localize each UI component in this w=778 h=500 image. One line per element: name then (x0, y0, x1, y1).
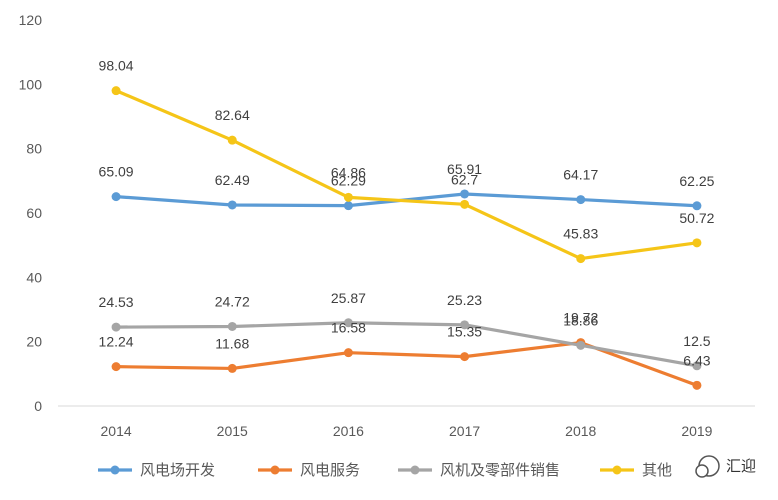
data-point (227, 135, 237, 145)
data-label: 98.04 (99, 58, 134, 74)
data-point (343, 192, 353, 202)
data-label: 64.17 (563, 167, 598, 183)
data-point (460, 352, 470, 362)
data-point (343, 348, 353, 358)
data-label: 25.23 (447, 292, 482, 308)
watermark: 汇迎 (695, 455, 756, 478)
data-label: 62.25 (679, 173, 714, 189)
legend-marker (410, 465, 420, 475)
data-label: 18.86 (563, 312, 598, 328)
x-tick-label: 2018 (565, 423, 596, 439)
legend-marker (270, 465, 280, 475)
data-point (576, 340, 586, 350)
legend-label: 其他 (642, 462, 672, 479)
legend-item: 风电场开发 (98, 462, 215, 479)
y-tick-label: 40 (26, 269, 42, 285)
data-label: 19.72 (563, 310, 598, 326)
data-point (111, 86, 121, 96)
data-label: 50.72 (679, 210, 714, 226)
data-point (460, 199, 470, 209)
legend-label: 风电场开发 (140, 462, 215, 479)
y-tick-label: 120 (19, 12, 43, 28)
y-tick-label: 80 (26, 141, 42, 157)
legend-marker (612, 465, 622, 475)
legend-item: 其他 (600, 462, 672, 479)
legend: 风电场开发 风电服务 风机及零部件销售 其他 (98, 462, 672, 479)
legend-label: 风机及零部件销售 (440, 462, 560, 479)
data-point (227, 200, 237, 210)
data-label: 62.49 (215, 172, 250, 188)
data-label: 82.64 (215, 107, 250, 123)
legend-item: 风机及零部件销售 (398, 462, 560, 479)
data-point (227, 321, 237, 331)
data-point (692, 380, 702, 390)
data-point (343, 318, 353, 328)
y-tick-label: 0 (34, 398, 42, 414)
x-tick-label: 2015 (217, 423, 248, 439)
data-point (111, 322, 121, 332)
data-label: 24.53 (99, 294, 134, 310)
axes: 0 20 40 60 80 100 120 2014 2015 2016 2017 2018 2019 (19, 12, 755, 439)
data-label: 12.24 (99, 334, 134, 350)
series-layer (111, 86, 702, 390)
data-point (460, 189, 470, 199)
data-point (111, 192, 121, 202)
data-point (227, 363, 237, 373)
x-tick-label: 2014 (101, 423, 132, 439)
x-tick-label: 2019 (681, 423, 712, 439)
y-tick-label: 60 (26, 205, 42, 221)
watermark-text: 汇迎 (726, 458, 756, 475)
data-point (692, 238, 702, 248)
data-label: 15.35 (447, 324, 482, 340)
x-tick-label: 2017 (449, 423, 480, 439)
data-point (343, 201, 353, 211)
legend-item: 风电服务 (258, 462, 360, 479)
x-tick-label: 2016 (333, 423, 364, 439)
data-label: 12.5 (683, 333, 710, 349)
y-tick-label: 100 (19, 76, 43, 92)
data-point (692, 201, 702, 211)
data-label: 65.09 (99, 164, 134, 180)
data-label: 65.91 (447, 161, 482, 177)
data-label: 6.43 (683, 352, 710, 368)
data-label: 62.7 (451, 171, 478, 187)
data-point (460, 320, 470, 330)
data-label: 45.83 (563, 226, 598, 242)
data-point (576, 254, 586, 264)
data-label: 11.68 (215, 335, 249, 351)
legend-marker (110, 465, 120, 475)
data-point (692, 361, 702, 371)
series-line (114, 321, 699, 368)
data-point (111, 362, 121, 372)
y-tick-label: 20 (26, 334, 42, 350)
data-label: 25.87 (331, 290, 366, 306)
data-label: 64.86 (331, 164, 366, 180)
wechat-icon-bubble (695, 464, 709, 478)
data-label: 16.58 (331, 320, 366, 336)
data-point (576, 195, 586, 205)
data-label: 62.29 (331, 173, 366, 189)
legend-label: 风电服务 (300, 462, 360, 479)
data-label: 24.72 (215, 293, 250, 309)
data-labels-layer: 65.09 62.49 62.29 65.91 64.17 62.25 12.24 11.68… (99, 58, 715, 369)
series-line (114, 89, 699, 261)
